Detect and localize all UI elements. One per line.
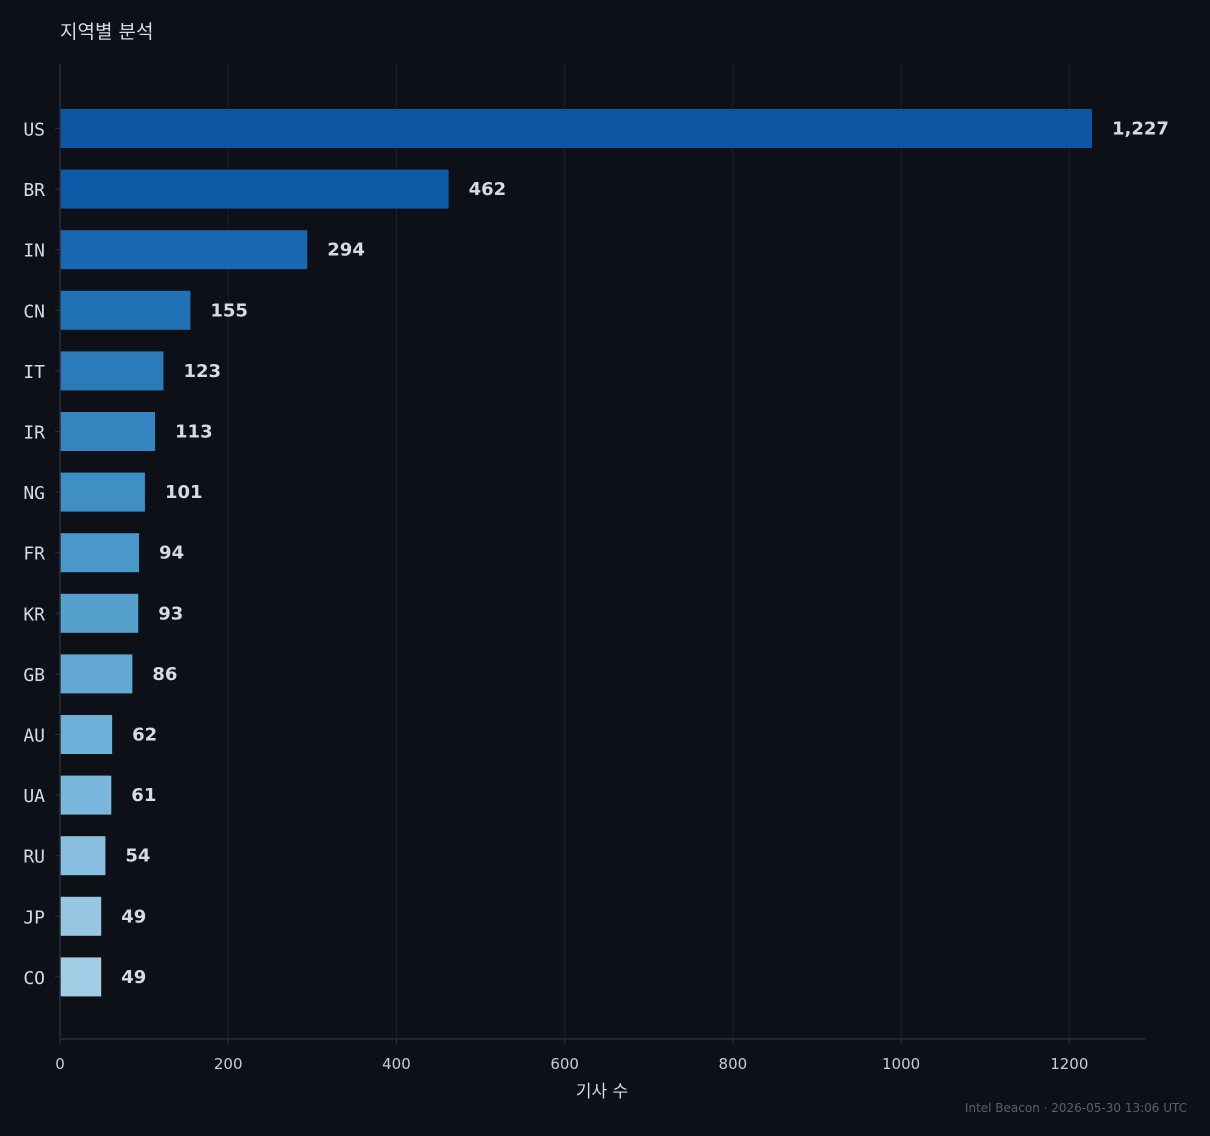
x-axis-title: 기사 수 [576,1082,628,1102]
x-tick-label: 400 [382,1055,411,1073]
bar-value-label: 54 [125,846,150,867]
y-category-label: NG [23,483,45,504]
x-tick-label: 800 [719,1055,748,1073]
y-category-label: US [23,120,45,141]
bar-value-label: 294 [327,240,365,261]
y-category-label: RU [23,847,45,868]
bar-value-label: 1,227 [1112,119,1169,140]
axes: 0 200 400 600 800 1000 1200 US BR IN CN IT IR NG FR KR G… [23,64,1145,1073]
bar-value-label: 61 [131,785,156,806]
bar-value-label: 49 [121,906,146,927]
bar-in [60,230,308,270]
bar-us [60,109,1093,148]
bar-co [60,957,102,997]
bar-cn [60,290,191,330]
bar-ru [60,836,106,876]
bar-value-label: 93 [158,603,183,624]
x-tick-label: 200 [214,1055,243,1073]
chart-title: 지역별 분석 [60,21,153,43]
y-category-label: IR [23,423,45,444]
y-category-label: GB [23,665,45,686]
bar-gb [60,654,133,694]
bar-kr [60,593,139,633]
x-tick-label: 600 [550,1055,579,1073]
y-category-label: IN [23,241,45,262]
bar-it [60,351,164,391]
bar-ng [60,472,145,512]
bar-fr [60,533,140,573]
bar-au [60,715,113,754]
bar-value-label: 462 [469,179,507,200]
y-category-label: JP [23,907,45,928]
y-category-label: FR [23,544,45,565]
bar-ua [60,775,112,815]
y-category-label: IT [23,362,45,383]
bar-value-label: 49 [121,967,146,988]
grid-lines [227,64,1070,1039]
y-category-label: KR [23,604,45,625]
bar-br [60,169,449,209]
x-tick-label: 1000 [882,1055,920,1073]
bar-jp [60,896,102,936]
y-category-label: AU [23,726,45,747]
y-category-label: CO [23,968,45,989]
bar-value-label: 113 [175,422,213,443]
x-tick-label: 0 [55,1055,65,1073]
bars: 1,227 462 294 155 123 113 101 94 93 86 62 61 54 49 49 [60,109,1169,997]
x-tick-label: 1200 [1050,1055,1088,1073]
bar-value-label: 86 [152,664,177,685]
bar-value-label: 123 [183,361,221,382]
y-category-label: CN [23,301,45,322]
footer-note: Intel Beacon · 2026-05-30 13:06 UTC [965,1101,1187,1115]
bar-value-label: 94 [159,543,184,564]
bar-ir [60,412,156,451]
bar-value-label: 155 [210,300,248,321]
y-category-label: UA [23,786,45,807]
bar-value-label: 101 [165,482,203,503]
y-category-label: BR [23,180,45,201]
bar-value-label: 62 [132,725,157,746]
